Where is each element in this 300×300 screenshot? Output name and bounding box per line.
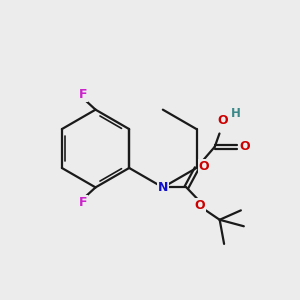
Text: F: F xyxy=(79,196,87,209)
Text: O: O xyxy=(217,114,228,127)
Text: O: O xyxy=(199,160,209,173)
Text: O: O xyxy=(239,140,250,153)
Text: O: O xyxy=(194,199,205,212)
Text: N: N xyxy=(158,181,168,194)
Text: F: F xyxy=(79,88,87,101)
Text: H: H xyxy=(230,107,240,120)
